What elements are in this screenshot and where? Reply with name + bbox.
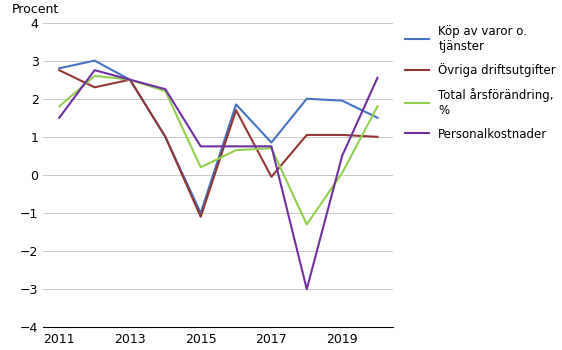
Köp av varor o.
tjänster <box>56 66 62 70</box>
Total årsförändring,
% <box>126 78 133 82</box>
Personalkostnader <box>268 144 275 148</box>
Line: Övriga driftsutgifter: Övriga driftsutgifter <box>59 70 378 217</box>
Köp av varor o.
tjänster <box>162 135 169 139</box>
Övriga driftsutgifter <box>91 85 98 89</box>
Köp av varor o.
tjänster <box>91 58 98 63</box>
Köp av varor o.
tjänster <box>303 97 310 101</box>
Personalkostnader <box>197 144 204 148</box>
Legend: Köp av varor o.
tjänster, Övriga driftsutgifter, Total årsförändring,
%, Persona: Köp av varor o. tjänster, Övriga driftsu… <box>403 22 558 143</box>
Övriga driftsutgifter <box>374 135 381 139</box>
Köp av varor o.
tjänster <box>268 140 275 145</box>
Personalkostnader <box>374 76 381 80</box>
Övriga driftsutgifter <box>162 135 169 139</box>
Köp av varor o.
tjänster <box>374 116 381 120</box>
Personalkostnader <box>126 78 133 82</box>
Total årsförändring,
% <box>56 104 62 108</box>
Övriga driftsutgifter <box>197 215 204 219</box>
Övriga driftsutgifter <box>56 68 62 72</box>
Total årsförändring,
% <box>91 74 98 78</box>
Text: Procent: Procent <box>12 4 59 16</box>
Total årsförändring,
% <box>268 146 275 150</box>
Total årsförändring,
% <box>339 171 346 175</box>
Total årsförändring,
% <box>374 104 381 108</box>
Köp av varor o.
tjänster <box>126 78 133 82</box>
Personalkostnader <box>56 116 62 120</box>
Övriga driftsutgifter <box>233 108 239 112</box>
Övriga driftsutgifter <box>339 133 346 137</box>
Personalkostnader <box>91 68 98 72</box>
Total årsförändring,
% <box>303 222 310 226</box>
Köp av varor o.
tjänster <box>197 211 204 215</box>
Övriga driftsutgifter <box>126 78 133 82</box>
Köp av varor o.
tjänster <box>233 102 239 106</box>
Line: Köp av varor o.
tjänster: Köp av varor o. tjänster <box>59 61 378 213</box>
Personalkostnader <box>339 154 346 158</box>
Total årsförändring,
% <box>162 89 169 93</box>
Köp av varor o.
tjänster <box>339 99 346 103</box>
Total årsförändring,
% <box>233 148 239 152</box>
Personalkostnader <box>162 87 169 91</box>
Personalkostnader <box>233 144 239 148</box>
Line: Total årsförändring,
%: Total årsförändring, % <box>59 76 378 224</box>
Line: Personalkostnader: Personalkostnader <box>59 70 378 289</box>
Personalkostnader <box>303 287 310 291</box>
Övriga driftsutgifter <box>303 133 310 137</box>
Total årsförändring,
% <box>197 165 204 169</box>
Övriga driftsutgifter <box>268 175 275 179</box>
